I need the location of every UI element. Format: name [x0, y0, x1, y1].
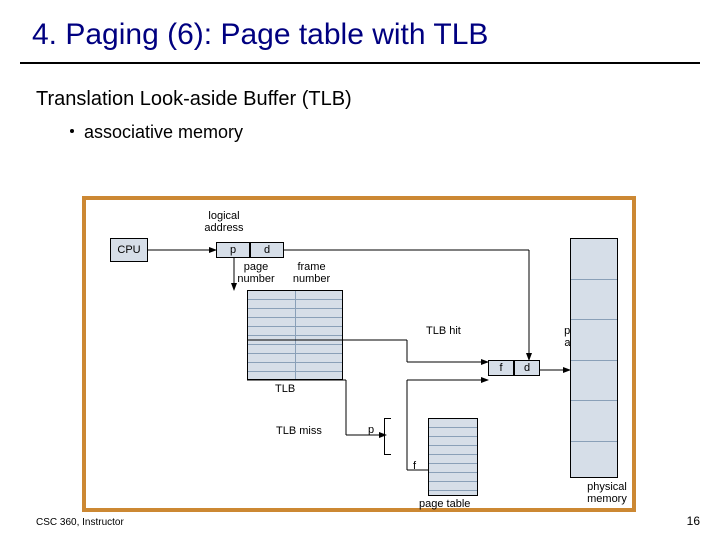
title-rule [20, 62, 700, 64]
bullet-text: associative memory [84, 122, 243, 142]
bullet-line: associative memory [70, 122, 243, 143]
arrows-svg [86, 200, 632, 508]
tlb-diagram: logicaladdress pagenumber framenumber TL… [82, 196, 636, 512]
footer-left: CSC 360, Instructor [36, 517, 124, 528]
slide-title: 4. Paging (6): Page table with TLB [32, 18, 488, 52]
page-number: 16 [687, 514, 700, 528]
bullet-dot [70, 129, 74, 133]
subtitle: Translation Look-aside Buffer (TLB) [36, 88, 352, 111]
